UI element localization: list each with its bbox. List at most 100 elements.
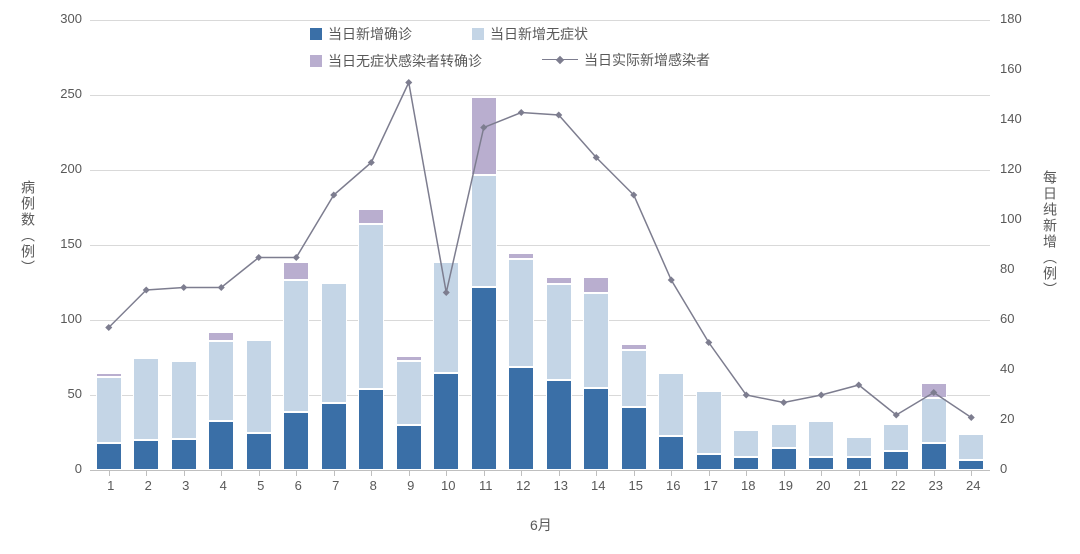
bar-group xyxy=(508,20,534,470)
y-right-tick: 180 xyxy=(1000,11,1022,26)
bar-group xyxy=(358,20,384,470)
x-tick: 1 xyxy=(101,478,121,493)
y-axis-right-title: 每日纯新增（例） xyxy=(1040,170,1060,298)
bar-asymptomatic xyxy=(658,373,684,436)
bar-group xyxy=(283,20,309,470)
x-tick-mark xyxy=(221,470,222,476)
legend-label: 当日新增确诊 xyxy=(328,24,412,44)
bar-confirmed xyxy=(358,389,384,470)
x-tick-mark xyxy=(709,470,710,476)
bar-asymptomatic xyxy=(771,424,797,448)
bar-confirmed xyxy=(921,443,947,470)
bar-group xyxy=(583,20,609,470)
bar-confirmed xyxy=(621,407,647,470)
x-tick: 9 xyxy=(401,478,421,493)
bar-asymptomatic xyxy=(171,361,197,439)
bar-confirmed xyxy=(883,451,909,471)
bar-group xyxy=(133,20,159,470)
x-axis-title: 6月 xyxy=(530,515,552,535)
x-tick: 20 xyxy=(813,478,833,493)
bar-converted xyxy=(96,373,122,378)
bar-converted xyxy=(958,432,984,434)
bar-converted xyxy=(696,389,722,391)
bar-converted xyxy=(246,338,272,340)
y-left-tick: 100 xyxy=(60,311,82,326)
x-tick-mark xyxy=(596,470,597,476)
bar-confirmed xyxy=(246,433,272,471)
bar-confirmed xyxy=(133,440,159,470)
bar-group xyxy=(246,20,272,470)
x-tick-mark xyxy=(559,470,560,476)
bar-confirmed xyxy=(96,443,122,470)
bar-asymptomatic xyxy=(696,391,722,454)
x-tick: 24 xyxy=(963,478,983,493)
x-tick-mark xyxy=(521,470,522,476)
x-tick-mark xyxy=(934,470,935,476)
covid-daily-chart: 病例数（例） 每日纯新增（例） 6月 当日新增确诊当日新增无症状当日无症状感染者… xyxy=(0,0,1080,554)
x-tick-mark xyxy=(259,470,260,476)
bar-confirmed xyxy=(508,367,534,471)
bar-confirmed xyxy=(546,380,572,470)
bar-group xyxy=(433,20,459,470)
bar-asymptomatic xyxy=(246,340,272,433)
bar-converted xyxy=(358,209,384,224)
bar-converted xyxy=(208,332,234,341)
x-tick: 12 xyxy=(513,478,533,493)
legend-item-s4: 当日实际新增感染者 xyxy=(542,50,710,70)
x-tick: 8 xyxy=(363,478,383,493)
x-tick-mark xyxy=(109,470,110,476)
bar-confirmed xyxy=(208,421,234,471)
bar-group xyxy=(846,20,872,470)
x-tick-mark xyxy=(409,470,410,476)
x-tick-mark xyxy=(446,470,447,476)
bar-group xyxy=(208,20,234,470)
bar-group xyxy=(621,20,647,470)
x-tick-mark xyxy=(896,470,897,476)
bar-confirmed xyxy=(808,457,834,471)
x-tick-mark xyxy=(784,470,785,476)
y-right-tick: 120 xyxy=(1000,161,1022,176)
x-tick-mark xyxy=(146,470,147,476)
bar-group xyxy=(696,20,722,470)
bar-converted xyxy=(471,97,497,175)
legend-line-swatch xyxy=(542,53,578,67)
bar-confirmed xyxy=(771,448,797,471)
bar-converted xyxy=(621,344,647,350)
x-tick: 19 xyxy=(776,478,796,493)
legend-swatch xyxy=(310,28,322,40)
bar-group xyxy=(733,20,759,470)
bar-converted xyxy=(846,435,872,437)
y-left-tick: 250 xyxy=(60,86,82,101)
bar-converted xyxy=(508,253,534,259)
x-tick: 13 xyxy=(551,478,571,493)
bar-group xyxy=(771,20,797,470)
bar-group xyxy=(171,20,197,470)
bar-asymptomatic xyxy=(958,434,984,460)
bar-group xyxy=(658,20,684,470)
bar-confirmed xyxy=(733,457,759,471)
bar-asymptomatic xyxy=(433,262,459,373)
x-tick: 11 xyxy=(476,478,496,493)
bar-asymptomatic xyxy=(621,350,647,407)
y-axis-left-title: 病例数（例） xyxy=(18,180,38,276)
bar-confirmed xyxy=(171,439,197,471)
x-tick-mark xyxy=(859,470,860,476)
bar-converted xyxy=(171,359,197,361)
bar-confirmed xyxy=(696,454,722,471)
x-tick-mark xyxy=(821,470,822,476)
x-tick: 3 xyxy=(176,478,196,493)
bar-converted xyxy=(321,281,347,283)
legend-label: 当日无症状感染者转确诊 xyxy=(328,51,482,71)
bar-converted xyxy=(658,371,684,373)
y-right-tick: 60 xyxy=(1000,311,1014,326)
bar-confirmed xyxy=(471,287,497,470)
bar-converted xyxy=(921,383,947,398)
bar-group xyxy=(546,20,572,470)
bar-group xyxy=(96,20,122,470)
bar-converted xyxy=(546,277,572,285)
x-tick-mark xyxy=(371,470,372,476)
x-tick-mark xyxy=(296,470,297,476)
x-tick: 22 xyxy=(888,478,908,493)
x-tick: 15 xyxy=(626,478,646,493)
bar-asymptomatic xyxy=(283,280,309,412)
